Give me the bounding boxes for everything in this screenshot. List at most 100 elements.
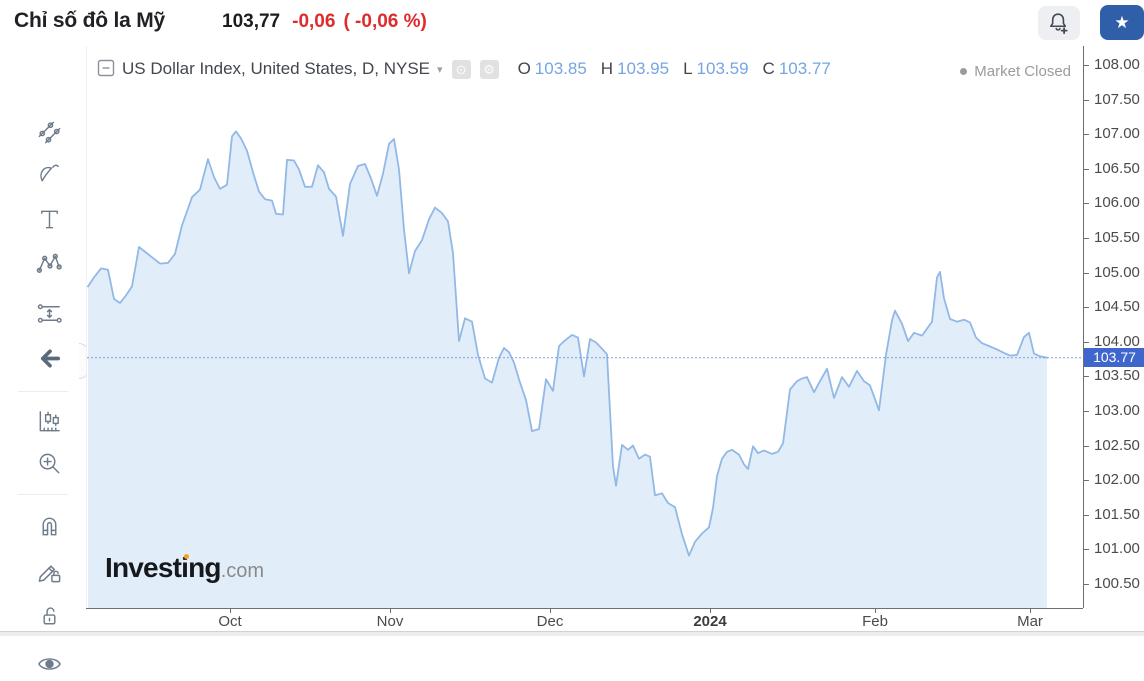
create-alert-button[interactable]	[1038, 6, 1080, 40]
measure-tool-button[interactable]	[31, 403, 67, 439]
star-icon: ★	[1114, 13, 1130, 32]
magnet-icon	[42, 517, 56, 535]
time-tick-mark	[390, 609, 391, 613]
pattern-tool-button[interactable]	[31, 246, 67, 282]
chart-plot-area[interactable]: US Dollar Index, United States, D, NYSE …	[86, 46, 1084, 608]
dollar-index-chart-page: Chỉ số đô la Mỹ 103,77 -0,06 ( -0,06 %) …	[0, 5, 1144, 670]
price-tick: 104.00	[1084, 332, 1140, 350]
change-percent: ( -0,06 %)	[343, 11, 427, 32]
price-tick: 105.00	[1084, 263, 1140, 281]
curve-drawing-tool-button[interactable]	[31, 155, 67, 191]
price-tick: 105.50	[1084, 230, 1140, 246]
price-tick: 106.50	[1084, 159, 1140, 177]
toolbar-divider	[18, 494, 68, 495]
chart-legend: US Dollar Index, United States, D, NYSE …	[97, 59, 831, 79]
status-dot-icon	[960, 68, 968, 75]
price-tick-label: 106.50	[1094, 159, 1140, 177]
legend-collapse-button[interactable]	[97, 59, 115, 78]
close-label: C	[762, 59, 775, 78]
toolbar-back-button[interactable]	[31, 340, 67, 376]
eye-icon	[37, 657, 61, 670]
projection-tool-icon	[37, 303, 62, 323]
time-tick-label: Mar	[1017, 613, 1043, 630]
price-change: -0,06 ( -0,06 %)	[292, 11, 427, 33]
price-tick-label: 101.00	[1094, 540, 1140, 558]
change-value: -0,06	[292, 11, 336, 32]
zoom-in-icon	[39, 453, 59, 473]
price-tick-label: 102.00	[1094, 471, 1140, 489]
current-price-badge: 103.77	[1084, 348, 1144, 368]
price-tick-label: 106.00	[1094, 194, 1140, 212]
price-tick: 107.00	[1084, 126, 1140, 142]
text-tool-button[interactable]	[31, 201, 67, 237]
hide-drawings-tool-button[interactable]	[31, 645, 67, 681]
investing-logo[interactable]: Investing .com	[105, 552, 264, 584]
price-tick-label: 104.50	[1094, 298, 1140, 316]
price-tick-label: 100.50	[1094, 575, 1140, 592]
price-axis[interactable]: 103.77 108.00 107.50 107.00 106.50 106.00 105…	[1083, 46, 1144, 608]
low-value: 103.59	[696, 59, 749, 78]
high-value: 103.95	[617, 59, 670, 78]
open-label: O	[517, 59, 531, 78]
price-tick: 101.50	[1084, 505, 1140, 523]
price-tick-label: 104.00	[1094, 332, 1140, 350]
price-tick: 103.00	[1084, 403, 1140, 419]
time-tick-label: Nov	[376, 613, 404, 630]
time-tick-label: Feb	[862, 613, 888, 630]
time-tick-label: Oct	[218, 613, 242, 630]
price-tick: 103.50	[1084, 368, 1140, 384]
bell-plus-icon	[1046, 10, 1072, 36]
ohlc-values: O 103.85 H 103.95 L 103.59 C 103.77	[518, 59, 831, 79]
text-tool-icon	[40, 210, 58, 228]
chart-settings-button[interactable]: ⚙	[479, 59, 499, 79]
drawing-lock-tool-button[interactable]	[31, 553, 67, 589]
logo-suffix: .com	[220, 560, 265, 582]
symbol-title[interactable]: US Dollar Index, United States, D, NYSE	[122, 59, 431, 78]
time-axis[interactable]: Oct Nov Dec 2024 Feb Mar	[86, 608, 1083, 632]
time-tick-mark	[230, 609, 231, 613]
chevron-down-icon[interactable]: ▾	[437, 63, 443, 76]
price-tick: 101.00	[1084, 541, 1140, 557]
page-title: Chỉ số đô la Mỹ	[14, 9, 166, 32]
price-tick-label: 103.00	[1094, 402, 1140, 419]
price-tick-label: 101.50	[1094, 505, 1140, 523]
high-label: H	[600, 59, 614, 78]
price-tick-label: 108.00	[1094, 56, 1140, 73]
time-tick-mark	[1030, 609, 1031, 613]
toolbar-divider	[18, 391, 68, 392]
magnet-tool-button[interactable]	[31, 508, 67, 544]
logo-text: Investing	[105, 552, 222, 583]
lock-all-tool-button[interactable]	[31, 598, 67, 634]
add-to-watchlist-button[interactable]: ★	[1100, 5, 1144, 40]
price-tick-label: 103.50	[1094, 367, 1140, 385]
logo-orange-dot	[184, 554, 189, 559]
drawing-toolbar	[0, 46, 89, 670]
low-label: L	[683, 59, 693, 78]
trend-line-tool-button[interactable]	[31, 114, 67, 150]
toggle-visibility-button[interactable]: ⊙	[451, 59, 471, 79]
trend-line-icon	[38, 121, 60, 143]
chart-area-fill	[88, 131, 1047, 608]
price-tick-label: 107.50	[1094, 90, 1140, 108]
price-tick-label: 105.50	[1094, 229, 1140, 246]
quote-values: 103,77 -0,06 ( -0,06 %)	[222, 11, 427, 33]
zoom-in-tool-button[interactable]	[31, 445, 67, 481]
curve-drawing-icon	[39, 164, 59, 181]
time-tick-label: Dec	[536, 613, 564, 630]
time-tick-mark	[550, 609, 551, 613]
xabcd-pattern-icon	[36, 253, 62, 273]
measure-icon	[39, 410, 60, 431]
unlock-icon	[42, 606, 56, 624]
price-tick: 102.00	[1084, 472, 1140, 488]
market-status-text: Market Closed	[974, 63, 1071, 80]
price-tick-label: 102.50	[1094, 436, 1140, 454]
area-chart	[87, 130, 1084, 608]
price-tick-label: 107.00	[1094, 125, 1140, 143]
pencil-lock-icon	[38, 564, 60, 582]
price-tick: 102.50	[1084, 436, 1140, 454]
projection-tool-button[interactable]	[31, 295, 67, 331]
time-tick-label: 2024	[693, 613, 727, 630]
price-tick-label: 105.00	[1094, 263, 1140, 281]
chart-line	[87, 130, 1048, 557]
price-tick: 108.00	[1084, 57, 1140, 73]
